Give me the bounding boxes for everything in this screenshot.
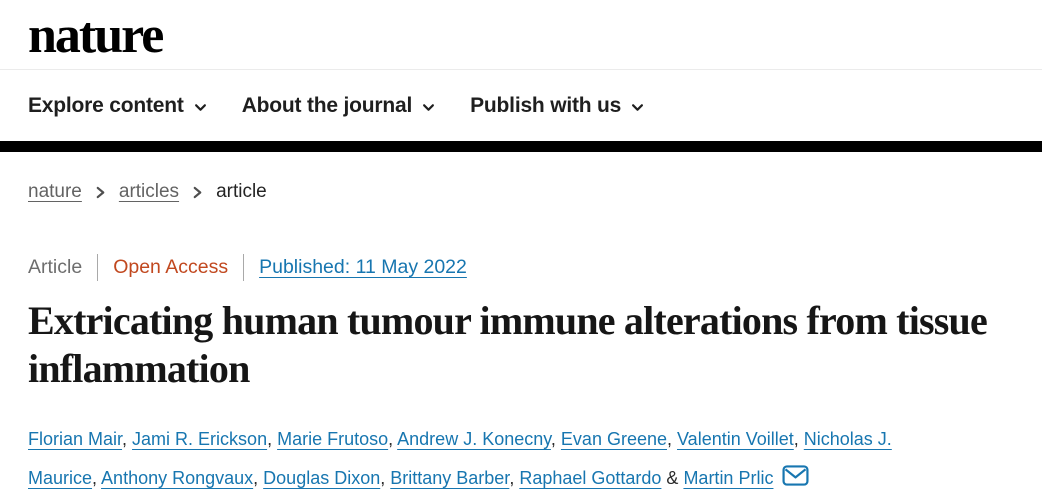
author-link[interactable]: Florian Mair: [28, 429, 123, 449]
author-link[interactable]: Raphael Gottardo: [519, 468, 662, 488]
chevron-down-icon: [632, 103, 644, 111]
nav-item-label: Explore content: [28, 93, 184, 117]
article-meta: Article Open Access Published: 11 May 20…: [28, 254, 1014, 281]
author-separator: ,: [380, 468, 391, 488]
author-separator: ,: [509, 468, 520, 488]
author-separator: ,: [793, 429, 804, 449]
breadcrumb-articles[interactable]: articles: [118, 181, 180, 202]
article-type-label: Article: [28, 256, 83, 278]
nav-item-label: Publish with us: [470, 93, 622, 117]
breadcrumb-nature[interactable]: nature: [28, 181, 82, 202]
nav-about-journal[interactable]: About the journal: [242, 94, 436, 118]
breadcrumb-article-current: article: [216, 181, 267, 202]
author-separator: ,: [92, 468, 102, 488]
article-page: nature articles article Article Open Acc…: [0, 180, 1042, 498]
chevron-right-icon: [95, 185, 106, 200]
divider: [243, 254, 245, 281]
author-link[interactable]: Douglas Dixon: [263, 468, 381, 488]
author-link[interactable]: Nicholas J. Maurice: [28, 429, 892, 488]
author-link[interactable]: Marie Frutoso: [277, 429, 389, 449]
author-conjunction: &: [661, 468, 684, 488]
site-header: nature: [0, 0, 1042, 70]
author-link[interactable]: Andrew J. Konecny: [397, 429, 551, 449]
author-link[interactable]: Valentin Voillet: [677, 429, 794, 449]
open-access-badge: Open Access: [113, 256, 229, 278]
author-separator: ,: [122, 429, 133, 449]
chevron-right-icon: [192, 185, 203, 200]
author-separator: ,: [667, 429, 678, 449]
author-link[interactable]: Anthony Rongvaux: [101, 468, 254, 488]
author-link[interactable]: Jami R. Erickson: [132, 429, 268, 449]
author-list: Florian Mair, Jami R. Erickson, Marie Fr…: [28, 420, 1014, 498]
chevron-down-icon: [194, 103, 206, 111]
author-separator: ,: [388, 429, 398, 449]
nature-logo[interactable]: nature: [28, 7, 164, 64]
nav-item-label: About the journal: [241, 93, 413, 117]
chevron-down-icon: [423, 103, 435, 111]
main-nav: Explore content About the journal Publis…: [0, 70, 1042, 152]
author-separator: ,: [550, 429, 561, 449]
author-link[interactable]: Brittany Barber: [390, 468, 510, 488]
divider: [97, 254, 99, 281]
author-link[interactable]: Martin Prlic: [683, 468, 774, 488]
nav-explore-content[interactable]: Explore content: [28, 94, 208, 118]
published-date-link[interactable]: Published: 11 May 2022: [259, 256, 467, 278]
author-link[interactable]: Evan Greene: [560, 429, 667, 449]
article-title: Extricating human tumour immune alterati…: [28, 298, 988, 391]
author-separator: ,: [267, 429, 278, 449]
email-icon[interactable]: [782, 465, 809, 488]
author-separator: ,: [253, 468, 264, 488]
breadcrumb: nature articles article: [28, 180, 1014, 204]
nav-publish-with-us[interactable]: Publish with us: [470, 94, 645, 118]
